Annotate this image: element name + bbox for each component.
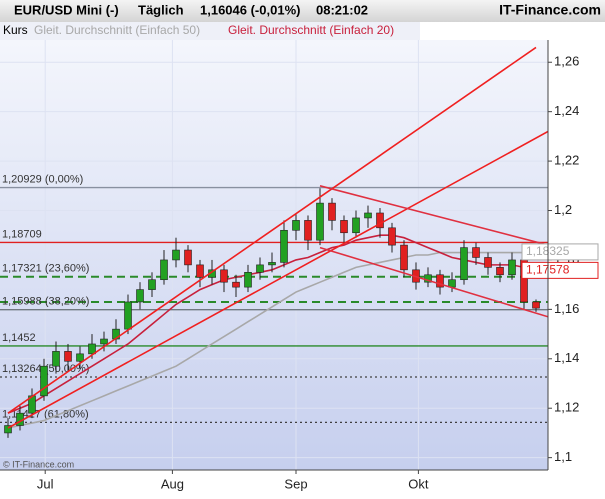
price-tag xyxy=(521,261,599,279)
trend-line xyxy=(319,246,548,318)
candle-body xyxy=(172,249,180,261)
y-tick-label: 1,22 xyxy=(554,153,579,168)
candle-body xyxy=(268,262,276,266)
legend-kurs: Kurs xyxy=(3,23,28,37)
candle-body xyxy=(352,217,360,234)
candle-body xyxy=(244,271,252,288)
candle-body xyxy=(388,227,396,246)
level-label: 1,17321 (23,60%) xyxy=(2,263,89,275)
moving-average xyxy=(7,250,537,429)
candle-body xyxy=(4,425,12,434)
y-tick-label: 1,14 xyxy=(554,350,579,365)
interval: Täglich xyxy=(138,2,184,17)
candle-body xyxy=(256,264,264,273)
x-tick-label: Jul xyxy=(37,476,54,491)
time: 08:21:02 xyxy=(316,2,368,17)
candle-body xyxy=(184,249,192,266)
candle-body xyxy=(376,212,384,229)
candle-body xyxy=(364,212,372,219)
candle-body xyxy=(472,247,480,258)
copyright: © IT-Finance.com xyxy=(3,459,74,469)
candle-body xyxy=(340,220,348,234)
level-label: 1,18709 xyxy=(2,228,42,240)
candle-body xyxy=(136,289,144,303)
candle-body xyxy=(304,220,312,241)
candle-body xyxy=(436,274,444,288)
candle-body xyxy=(448,279,456,288)
candle-body xyxy=(508,259,516,276)
candle-body xyxy=(460,247,468,281)
plot: 1,20929 (0,00%) 1,18709 1,17321 (23,60%) 1,… xyxy=(0,40,548,470)
candle-body xyxy=(196,264,204,278)
price-tag xyxy=(521,243,599,261)
candle-body xyxy=(88,343,96,355)
candle-body xyxy=(100,338,108,345)
y-tick-label: 1,2 xyxy=(554,202,572,217)
legend-bar xyxy=(0,22,420,40)
candle-body xyxy=(148,279,156,290)
candle-body xyxy=(292,220,300,231)
level-label: 1,1452 xyxy=(2,332,36,344)
symbol: EUR/USD Mini (-) xyxy=(14,2,119,17)
trend-line xyxy=(319,185,548,246)
y-tick-label: 1,24 xyxy=(554,103,579,118)
x-tick-label: Aug xyxy=(161,476,184,491)
candle-body xyxy=(400,244,408,271)
x-tick-label: Okt xyxy=(408,476,429,491)
legend-ma20: Gleit. Durchschnitt (Einfach 20) xyxy=(228,23,394,37)
axis: 1,11,121,141,161,181,21,221,241,26JulAug… xyxy=(37,54,599,491)
brand: IT-Finance.com xyxy=(499,2,601,18)
candle-body xyxy=(160,259,168,281)
level-label: 1,20929 (0,00%) xyxy=(2,173,83,185)
candle-body xyxy=(40,365,48,397)
y-tick-label: 1,1 xyxy=(554,449,572,464)
candle-body xyxy=(220,269,228,283)
y-tick-label: 1,16 xyxy=(554,301,579,316)
candle-body xyxy=(52,351,60,367)
candle-body xyxy=(124,301,132,330)
candle-body xyxy=(64,351,72,362)
trend-line xyxy=(7,46,537,414)
legend-ma50: Gleit. Durchschnitt (Einfach 50) xyxy=(34,23,200,37)
candle-body xyxy=(496,267,504,276)
trend-line xyxy=(7,130,548,429)
header-bar xyxy=(0,0,605,22)
candle-body xyxy=(484,257,492,268)
x-tick-label: Sep xyxy=(284,476,307,491)
quote: 1,16046 (-0,01%) xyxy=(200,2,300,17)
candle-body xyxy=(76,353,84,362)
candle-body xyxy=(316,202,324,241)
candle-body xyxy=(280,229,288,263)
candle-body xyxy=(232,281,240,288)
candle-body xyxy=(328,202,336,221)
y-tick-label: 1,12 xyxy=(554,400,579,415)
level-label: 1,15988 (38,20%) xyxy=(2,296,89,308)
candle-body xyxy=(532,301,540,309)
y-tick-label: 1,26 xyxy=(554,54,579,69)
